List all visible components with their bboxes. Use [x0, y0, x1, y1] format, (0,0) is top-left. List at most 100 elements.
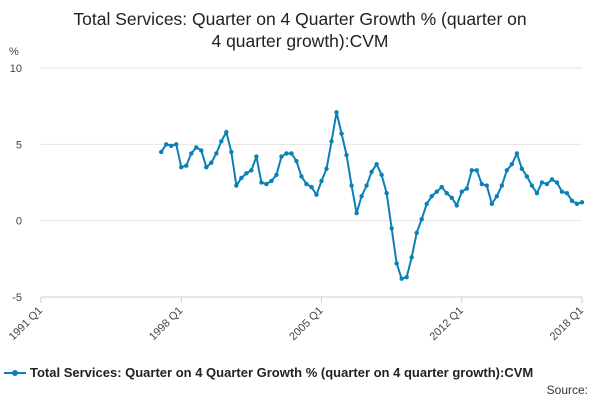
data-point — [354, 210, 359, 216]
data-point — [279, 154, 284, 159]
legend-line-marker-icon — [4, 368, 26, 378]
data-point — [454, 203, 459, 208]
data-point — [469, 168, 474, 173]
data-point — [359, 194, 364, 199]
data-point — [384, 190, 389, 196]
data-point — [534, 190, 540, 196]
data-point — [479, 181, 485, 187]
data-point — [289, 151, 294, 156]
data-point — [509, 161, 515, 167]
data-point — [269, 178, 274, 184]
data-point — [539, 180, 545, 185]
data-point — [439, 184, 444, 190]
data-point — [369, 169, 374, 175]
data-point — [224, 129, 229, 135]
series-layer — [159, 110, 585, 281]
data-point — [349, 183, 354, 188]
data-point — [209, 160, 214, 165]
data-point — [429, 194, 434, 199]
data-point — [319, 178, 324, 184]
data-point — [184, 163, 189, 168]
data-point — [564, 190, 570, 196]
y-tick-label: 10 — [10, 63, 22, 75]
data-point — [334, 110, 339, 115]
x-axis — [40, 296, 583, 303]
chart-title: Total Services: Quarter on 4 Quarter Gro… — [0, 8, 600, 52]
data-point — [504, 168, 510, 173]
data-point — [164, 142, 169, 147]
data-point — [294, 158, 299, 164]
data-point — [314, 192, 319, 197]
data-point — [494, 194, 500, 199]
data-point — [339, 131, 344, 136]
data-point — [579, 200, 585, 205]
data-point — [529, 183, 535, 188]
x-tick-label: 2012 Q1 — [428, 305, 466, 343]
x-tick-labels: 1991 Q1 1998 Q1 2005 Q1 2012 Q1 2018 Q1 — [7, 305, 586, 343]
data-point — [364, 183, 369, 188]
data-point — [304, 181, 309, 187]
data-point — [569, 198, 575, 204]
data-point — [474, 168, 480, 173]
data-point — [544, 181, 550, 187]
data-point — [219, 139, 224, 144]
data-point — [234, 183, 239, 188]
data-point — [179, 165, 184, 170]
data-point — [199, 148, 204, 153]
x-tick-label: 2005 Q1 — [287, 305, 325, 343]
y-tick-label: 5 — [16, 139, 22, 151]
legend-label: Total Services: Quarter on 4 Quarter Gro… — [30, 365, 534, 380]
data-point — [229, 149, 234, 155]
data-point — [574, 201, 580, 207]
data-point — [434, 189, 439, 194]
source-label: Source: — [546, 383, 588, 397]
data-point — [214, 151, 219, 156]
data-point — [329, 139, 334, 144]
data-point — [204, 165, 209, 170]
chart-title-line-1: Total Services: Quarter on 4 Quarter Gro… — [73, 9, 527, 29]
data-point — [169, 143, 174, 149]
data-point — [459, 189, 464, 194]
data-point — [484, 183, 490, 188]
data-point — [299, 174, 304, 179]
data-point — [254, 154, 259, 159]
y-tick-label: -5 — [12, 292, 22, 304]
data-point — [514, 151, 520, 156]
data-point — [194, 145, 199, 150]
data-point — [189, 151, 194, 156]
data-point — [424, 201, 429, 207]
data-point — [449, 195, 454, 200]
data-point — [464, 186, 469, 191]
data-point — [249, 168, 254, 173]
data-point — [399, 276, 404, 281]
legend: Total Services: Quarter on 4 Quarter Gro… — [4, 365, 600, 380]
data-point — [519, 166, 525, 171]
data-point — [244, 171, 249, 176]
data-point — [264, 181, 269, 187]
data-point — [414, 230, 419, 236]
data-point — [489, 201, 495, 207]
grid-layer — [41, 67, 582, 222]
x-tick-label: 1991 Q1 — [7, 305, 45, 343]
data-point — [324, 166, 329, 171]
data-point — [239, 175, 244, 181]
data-point — [559, 189, 565, 194]
data-point — [159, 149, 164, 155]
data-point — [344, 152, 349, 158]
data-point — [274, 172, 279, 178]
data-point — [174, 142, 179, 147]
x-tick-label: 1998 Q1 — [147, 305, 185, 343]
data-point — [524, 174, 530, 179]
data-point — [444, 190, 449, 196]
data-point — [419, 216, 424, 222]
data-point — [309, 184, 314, 190]
data-point — [374, 161, 379, 167]
data-point — [394, 261, 399, 266]
data-point — [499, 183, 505, 188]
y-axis-unit-label: % — [9, 46, 19, 58]
data-point — [284, 151, 289, 156]
data-point — [409, 255, 414, 260]
data-point — [389, 226, 394, 231]
series-line — [160, 111, 583, 280]
